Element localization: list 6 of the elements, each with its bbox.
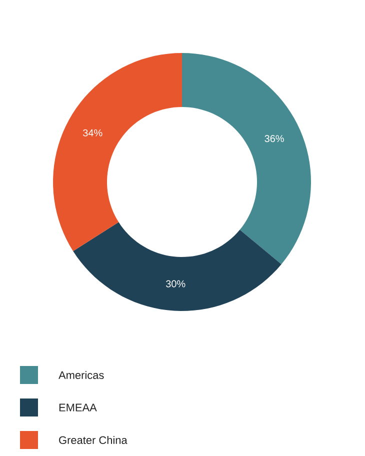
legend-label: Greater China [59, 436, 128, 444]
data-label: 30% [166, 280, 186, 288]
legend-label: EMEAA [59, 404, 97, 412]
legend-label: Americas [58, 370, 104, 380]
data-label: 36% [264, 135, 284, 142]
data-label: 34% [83, 129, 102, 136]
